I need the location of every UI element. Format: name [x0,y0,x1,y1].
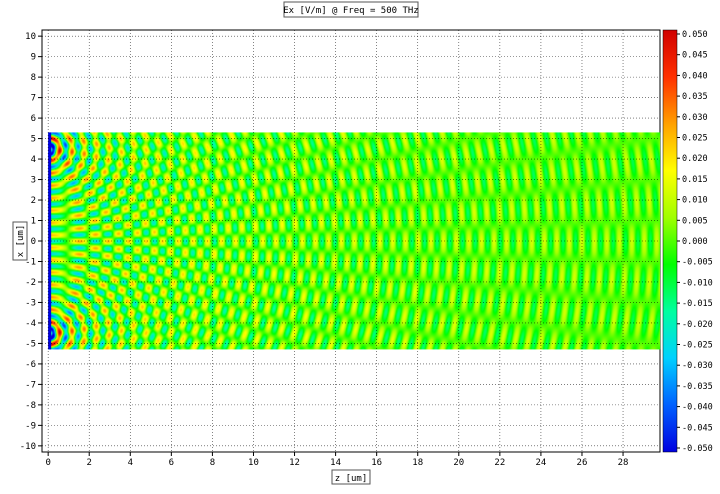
colorbar-tick-label: -0.040 [682,403,713,413]
colorbar-tick-label: -0.005 [682,258,713,268]
y-tick-label: 8 [31,73,36,83]
x-tick-label: 14 [330,458,341,468]
x-tick-labels: 0 2 4 6 8 10 12 14 16 18 20 22 24 26 28 [45,452,628,468]
colorbar-tick-label: 0.020 [682,154,708,164]
y-tick-label: 9 [31,53,36,63]
y-tick-label: -10 [20,442,36,452]
colorbar: 0.050 0.045 0.040 0.035 0.030 0.025 0.020 0.015… [662,29,713,454]
colorbar-tick-label: -0.030 [682,361,713,371]
source-plane [48,132,52,350]
y-axis-label-box: x [um] [12,221,28,261]
colorbar-tick-label: 0.035 [682,92,708,102]
y-tick-label: -8 [25,401,36,411]
colorbar-tick-label: 0.010 [682,196,708,206]
y-tick-label: 10 [25,32,36,42]
y-tick-label: -6 [25,360,36,370]
y-tick-label: 6 [31,114,36,124]
colorbar-ticks: 0.050 0.045 0.040 0.035 0.030 0.025 0.020 0.015… [677,30,713,454]
y-tick-label: 0 [31,237,36,247]
x-tick-label: 16 [371,458,382,468]
y-tick-label: -2 [25,278,36,288]
y-tick-label: 4 [31,155,36,165]
chart-title: Ex [V/m] @ Freq = 500 THz [283,6,418,16]
colorbar-tick-label: 0.005 [682,216,708,226]
x-tick-label: 12 [289,458,300,468]
y-tick-label: -3 [25,298,36,308]
x-axis-label-box: z [um] [331,469,371,485]
x-tick-label: 28 [618,458,629,468]
x-tick-label: 4 [128,458,133,468]
y-tick-label: 7 [31,94,36,104]
x-tick-label: 2 [87,458,92,468]
x-tick-label: 18 [412,458,423,468]
x-tick-label: 8 [210,458,215,468]
x-tick-label: 24 [535,458,546,468]
y-tick-label: 1 [31,217,36,227]
x-tick-label: 6 [169,458,174,468]
colorbar-tick-label: -0.015 [682,299,713,309]
x-tick-label: 26 [577,458,588,468]
x-tick-label: 22 [494,458,505,468]
colorbar-tick-label: 0.050 [682,30,708,40]
x-tick-label: 20 [453,458,464,468]
y-tick-label: 2 [31,196,36,206]
title-box: Ex [V/m] @ Freq = 500 THz [283,1,419,18]
colorbar-tick-label: -0.045 [682,423,713,433]
colorbar-gradient [662,29,678,453]
colorbar-tick-label: -0.020 [682,320,713,330]
x-axis-label: z [um] [335,474,368,484]
x-tick-label: 0 [45,458,50,468]
colorbar-tick-label: 0.040 [682,71,708,81]
colorbar-tick-label: -0.010 [682,278,713,288]
colorbar-tick-label: -0.035 [682,382,713,392]
x-tick-label: 10 [248,458,259,468]
y-tick-label: -7 [25,380,36,390]
colorbar-tick-label: 0.015 [682,175,708,185]
colorbar-tick-label: 0.030 [682,113,708,123]
y-axis-label: x [um] [16,225,26,258]
grid-lines [42,30,660,452]
y-tick-label: -1 [25,257,36,267]
colorbar-tick-label: 0.025 [682,134,708,144]
colorbar-tick-label: 0.000 [682,237,708,247]
colorbar-tick-label: -0.025 [682,341,713,351]
y-tick-label: -5 [25,339,36,349]
y-tick-label: -9 [25,421,36,431]
y-tick-label: -4 [25,319,36,329]
colorbar-tick-label: -0.050 [682,444,713,454]
y-tick-label: 5 [31,135,36,145]
y-tick-label: 3 [31,176,36,186]
colorbar-tick-label: 0.045 [682,51,708,61]
